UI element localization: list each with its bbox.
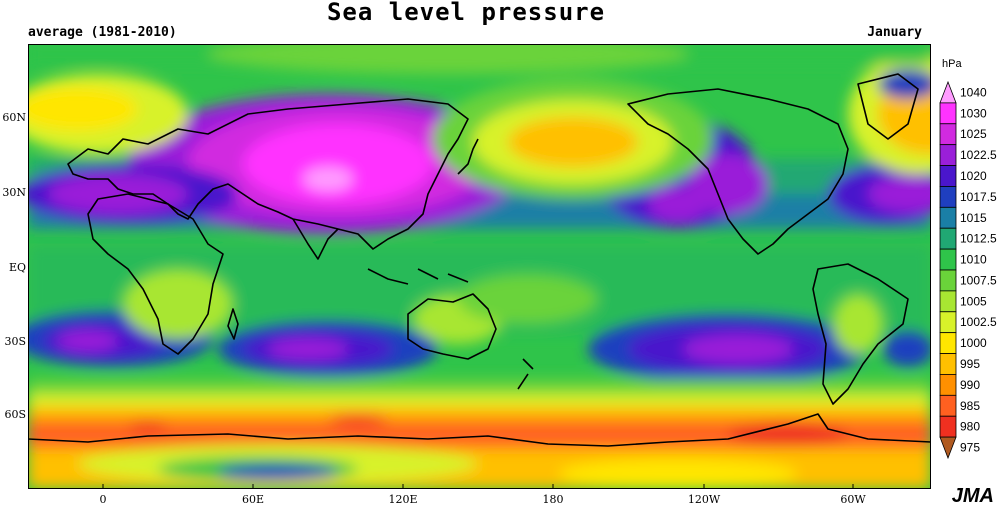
legend-label: 995 <box>960 357 980 371</box>
legend-swatch <box>939 332 957 354</box>
map-frame <box>28 44 931 489</box>
legend-label: 1020 <box>960 169 987 183</box>
legend-label: 975 <box>960 441 980 455</box>
legend-swatch <box>939 123 957 146</box>
legend-swatch <box>939 269 957 292</box>
legend-label: 1012.5 <box>960 232 997 246</box>
legend-swatch <box>939 248 957 271</box>
lat-label-60s: 60S <box>4 408 26 421</box>
legend-swatch <box>939 436 957 460</box>
legend-swatch <box>939 227 957 250</box>
legend-label: 1017.5 <box>960 190 997 204</box>
legend-label: 990 <box>960 378 980 392</box>
lon-label-120e: 120E <box>388 493 418 506</box>
legend-label: 1005 <box>960 294 987 308</box>
legend-label: 1007.5 <box>960 273 997 287</box>
legend-swatch <box>939 80 957 104</box>
lat-label-eq: EQ <box>8 261 26 274</box>
lon-label-0: 0 <box>99 493 107 506</box>
lat-label-30n: 30N <box>2 186 26 199</box>
legend-unit: hPa <box>942 58 962 70</box>
legend-label: 1015 <box>960 211 987 225</box>
legend-label: 985 <box>960 399 980 413</box>
legend-swatch <box>939 415 957 438</box>
legend-swatch <box>939 394 957 417</box>
lat-label-60n: 60N <box>2 111 26 124</box>
legend-label: 1000 <box>960 336 987 350</box>
lat-label-30s: 30S <box>4 335 26 348</box>
legend-swatch <box>939 290 957 313</box>
jma-credit: JMA <box>951 485 994 507</box>
color-legend: 1040 1030 1025 1022.5 1020 1017.5 1015 1012.5 10… <box>939 80 997 460</box>
legend-label: 1030 <box>960 106 987 120</box>
legend-swatch <box>939 102 957 125</box>
legend-label: 1025 <box>960 127 987 141</box>
legend-swatch <box>939 206 957 229</box>
legend-swatch <box>939 374 957 396</box>
pressure-map <box>28 44 931 489</box>
lon-label-60e: 60E <box>241 493 265 506</box>
legend-swatch <box>939 353 957 375</box>
legend-label: 1002.5 <box>960 315 997 329</box>
legend-label: 980 <box>960 420 980 434</box>
legend-swatch <box>939 165 957 187</box>
legend-swatch <box>939 144 957 166</box>
month-subtitle: January <box>867 25 922 40</box>
lon-label-60w: 60W <box>840 493 866 506</box>
lon-label-120w: 120W <box>687 493 721 506</box>
legend-label: 1022.5 <box>960 148 997 162</box>
coastlines <box>28 73 931 447</box>
legend-swatch <box>939 311 957 334</box>
period-subtitle: average (1981-2010) <box>28 25 177 40</box>
legend-label: 1040 <box>960 85 987 99</box>
page-title: Sea level pressure <box>326 0 606 26</box>
legend-label: 1010 <box>960 253 987 267</box>
lon-label-180: 180 <box>542 493 564 506</box>
pressure-field <box>28 44 931 489</box>
legend-swatch <box>939 186 957 208</box>
